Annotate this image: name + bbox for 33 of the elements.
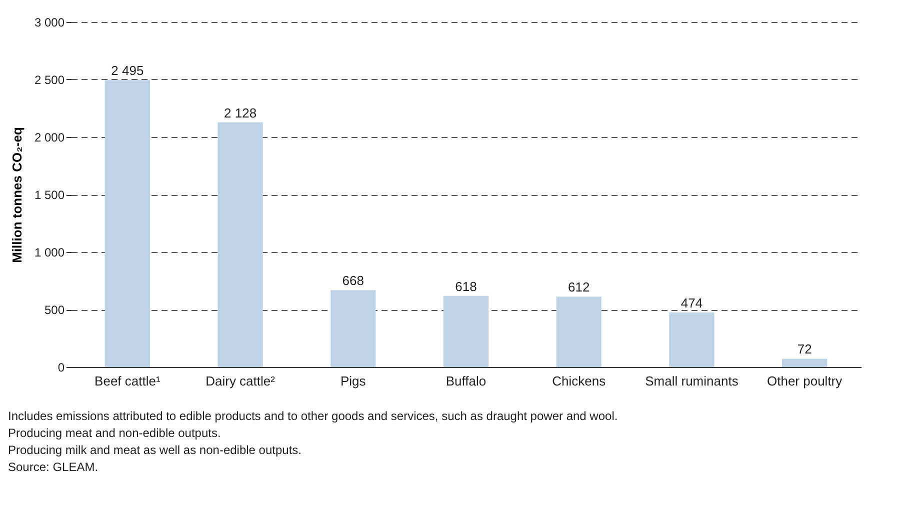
data-label: 2 128	[224, 105, 257, 120]
x-tick-label: Small ruminants	[645, 374, 739, 388]
source-note: Source: GLEAM.	[8, 459, 100, 476]
y-axis-title: Million tonnes CO₂-eq	[9, 127, 24, 263]
bar	[669, 312, 714, 367]
x-tick-label: Buffalo	[446, 374, 486, 388]
y-tick-label: 3 000	[34, 16, 65, 30]
y-tick-label: 1 500	[34, 188, 65, 202]
text: Includes emissions attributed to edible products and to other goods and services, such as draught power and wool.	[8, 408, 619, 425]
y-tick-label: 2 000	[34, 130, 65, 144]
bar	[443, 296, 489, 367]
bar	[782, 358, 828, 367]
bar	[218, 122, 263, 367]
data-label: 2 495	[111, 63, 144, 78]
data-label: 72	[797, 342, 812, 357]
text: Producing milk and meat as well as non-edible outputs.	[8, 442, 302, 459]
y-tick-label: 0	[58, 360, 65, 374]
bar	[556, 296, 602, 367]
x-tick-label: Chickens	[552, 374, 606, 388]
bar	[330, 290, 376, 367]
data-label: 618	[455, 278, 477, 294]
bar	[104, 80, 150, 367]
x-tick-label: Dairy cattle²	[206, 374, 276, 388]
y-tick-label: 500	[44, 303, 65, 317]
y-tick-label: 1 000	[34, 246, 65, 260]
text: Producing meat and non-edible outputs.	[8, 425, 222, 442]
data-label: 474	[680, 295, 703, 310]
x-tick-label: Pigs	[340, 374, 366, 388]
y-tick-label: 2 500	[34, 73, 65, 87]
x-tick-label: Beef cattle¹	[94, 374, 161, 388]
data-label: 612	[568, 280, 590, 295]
x-tick-label: Other poultry	[766, 374, 843, 388]
data-label: 668	[342, 273, 364, 288]
